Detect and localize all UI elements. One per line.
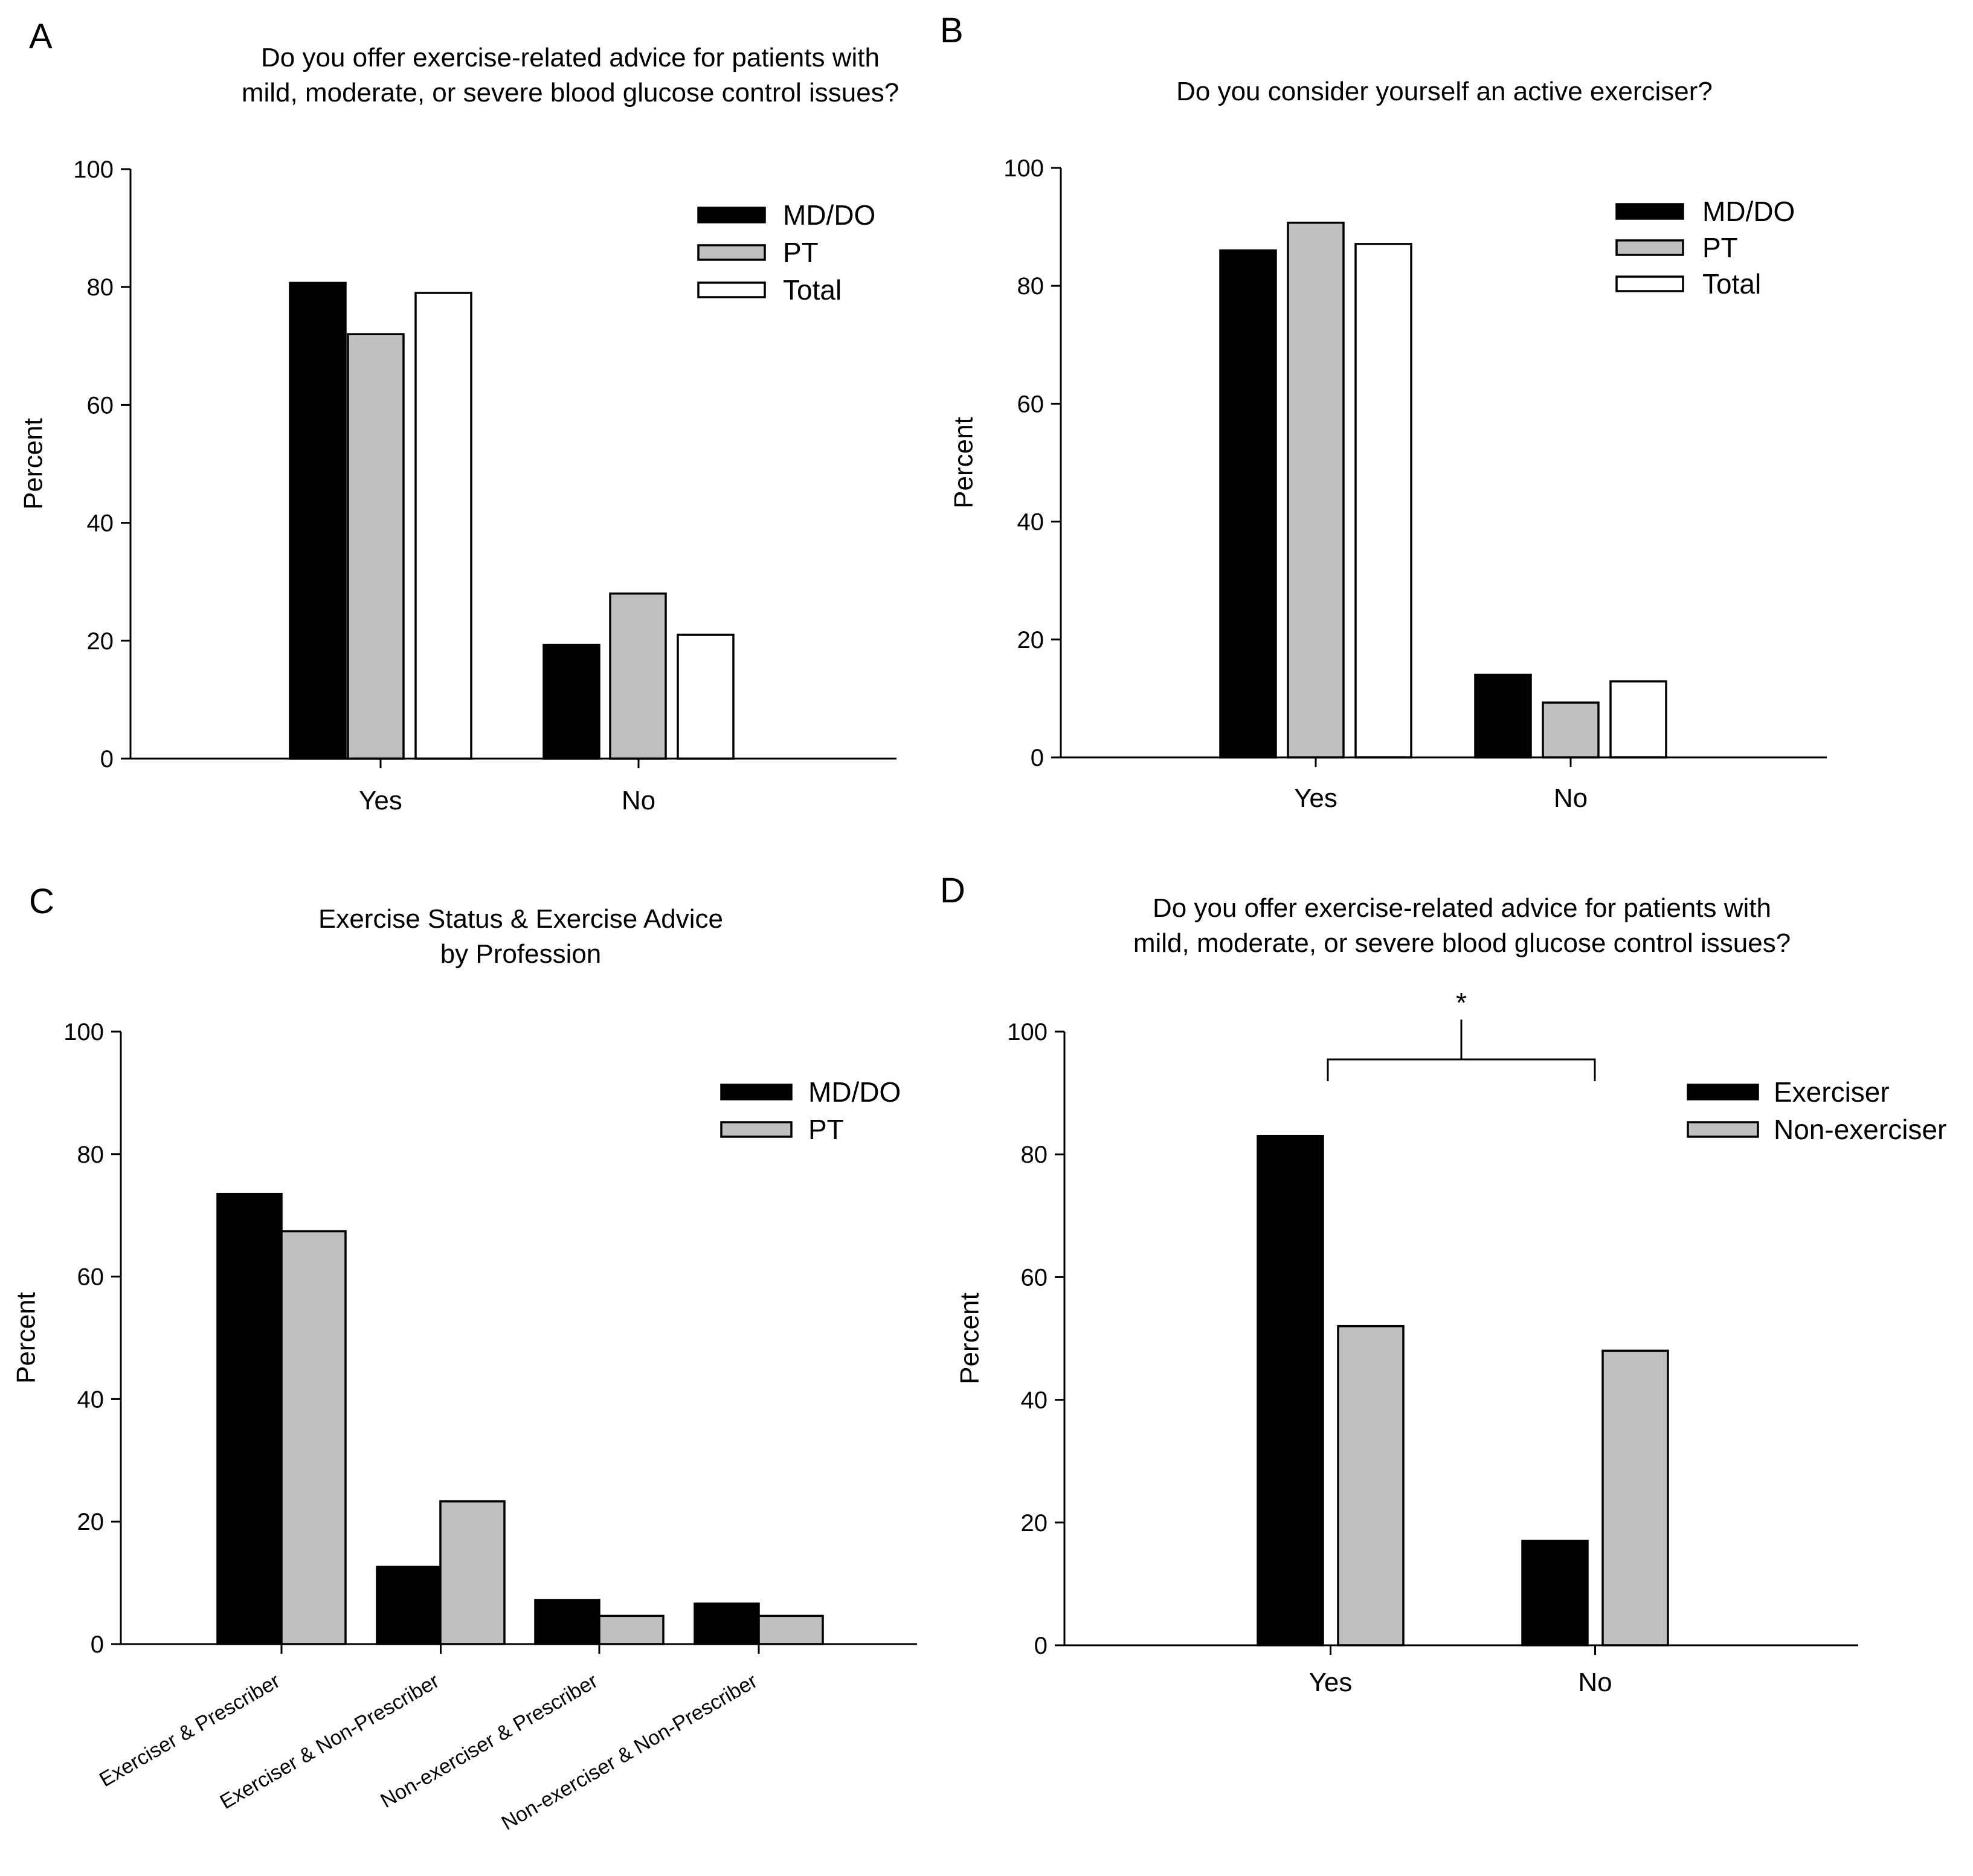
- bar-exerciser: [1521, 1540, 1589, 1646]
- bar-md-do: [694, 1602, 760, 1645]
- bar-pt: [439, 1500, 506, 1645]
- x-tick-label: No: [1578, 1668, 1612, 1697]
- chart-title: Do you consider yourself an active exerc…: [1176, 77, 1713, 106]
- panel-letter: B: [940, 11, 964, 50]
- y-axis-label: Percent: [949, 417, 979, 509]
- legend-swatch: [720, 1121, 793, 1138]
- x-tick-label: Yes: [1294, 783, 1337, 813]
- bar-pt: [1287, 222, 1345, 759]
- bar-pt: [598, 1614, 665, 1645]
- legend-swatch: [697, 244, 766, 261]
- y-tick-label: 0: [100, 746, 114, 773]
- panel-b: B Do you consider yourself an active exer…: [940, 11, 1827, 813]
- bar-non-exerciser: [1601, 1349, 1669, 1646]
- panel-letter: A: [29, 17, 53, 56]
- y-tick-label: 40: [87, 510, 114, 537]
- bar-total: [677, 634, 735, 760]
- x-tick-label: No: [622, 786, 655, 815]
- bar-pt: [609, 592, 667, 760]
- y-tick-label: 60: [1021, 1264, 1048, 1291]
- y-tick-label: 60: [77, 1264, 105, 1291]
- y-tick-label: 60: [1017, 391, 1044, 417]
- bar-non-exerciser: [1337, 1325, 1405, 1646]
- bar-pt: [758, 1614, 824, 1645]
- bar-pt: [347, 333, 405, 760]
- y-tick-label: 0: [91, 1631, 104, 1658]
- legend-label: MD/DO: [1702, 196, 1795, 227]
- x-tick-label: Yes: [1309, 1668, 1353, 1697]
- legend-label: MD/DO: [808, 1076, 901, 1108]
- bar-pt: [280, 1230, 347, 1645]
- legend-swatch: [697, 281, 766, 298]
- y-tick-label: 60: [87, 392, 114, 419]
- bar-total: [414, 292, 472, 760]
- x-tick-label: No: [1554, 783, 1588, 813]
- y-axis-label: Percent: [11, 1292, 41, 1384]
- bar-total: [1609, 680, 1667, 759]
- legend-swatch: [720, 1084, 793, 1100]
- y-axis-label: Percent: [955, 1293, 985, 1384]
- y-tick-label: 100: [73, 156, 114, 183]
- legend-label: PT: [783, 237, 819, 268]
- legend-label: Exerciser: [1774, 1076, 1890, 1108]
- y-tick-label: 0: [1034, 1633, 1048, 1659]
- chart-title: mild, moderate, or severe blood glucose …: [1133, 928, 1791, 958]
- y-tick-label: 80: [87, 274, 114, 301]
- legend-label: MD/DO: [783, 199, 875, 231]
- y-tick-label: 80: [77, 1142, 105, 1168]
- y-tick-label: 80: [1017, 273, 1044, 300]
- y-tick-label: 20: [87, 628, 114, 655]
- chart-title: mild, moderate, or severe blood glucose …: [242, 78, 899, 108]
- legend-label: Total: [1702, 268, 1761, 300]
- y-tick-label: 20: [77, 1509, 105, 1535]
- x-tick-label: Yes: [359, 786, 402, 815]
- legend-swatch: [1687, 1121, 1759, 1138]
- significance-marker: *: [1456, 987, 1467, 1018]
- bar-md-do: [534, 1599, 600, 1645]
- bar-md-do: [216, 1192, 283, 1645]
- y-tick-label: 80: [1021, 1142, 1048, 1168]
- legend-label: Non-exerciser: [1774, 1114, 1946, 1145]
- y-tick-label: 40: [1017, 509, 1044, 536]
- y-axis-label: Percent: [19, 418, 48, 510]
- y-tick-label: 40: [1021, 1387, 1048, 1414]
- chart-title: Exercise Status & Exercise Advice: [318, 904, 723, 934]
- legend-label: Total: [783, 274, 842, 306]
- panel-a: A Do you offer exercise-related advice fo…: [19, 17, 900, 815]
- legend-swatch: [1615, 239, 1684, 256]
- bar-md-do: [1219, 249, 1277, 759]
- panel-letter: D: [940, 871, 965, 910]
- legend-swatch: [697, 207, 766, 223]
- panel-c: C Exercise Status & Exercise Advice by Pro…: [11, 882, 917, 1835]
- bar-md-do: [542, 643, 600, 760]
- legend-swatch: [1687, 1084, 1759, 1100]
- legend-swatch: [1615, 203, 1684, 220]
- y-tick-label: 100: [1003, 155, 1044, 182]
- chart-title: by Profession: [440, 939, 602, 969]
- legend-swatch: [1615, 275, 1684, 292]
- y-tick-label: 20: [1021, 1510, 1048, 1537]
- y-tick-label: 20: [1017, 627, 1044, 654]
- x-tick-label: Non-exerciser & Non-Prescriber: [498, 1669, 761, 1835]
- legend-label: PT: [1702, 232, 1738, 263]
- bar-pt: [1542, 701, 1600, 759]
- y-tick-label: 0: [1031, 745, 1044, 771]
- y-tick-label: 40: [77, 1386, 105, 1413]
- bar-md-do: [376, 1566, 442, 1645]
- significance-bracket: [1327, 1058, 1596, 1081]
- panel-letter: C: [29, 882, 54, 921]
- y-tick-label: 100: [1007, 1019, 1048, 1046]
- bar-total: [1354, 243, 1412, 759]
- y-tick-label: 100: [63, 1019, 104, 1046]
- legend-label: PT: [808, 1114, 844, 1145]
- bar-md-do: [1474, 673, 1532, 759]
- bar-exerciser: [1257, 1134, 1324, 1646]
- chart-title: Do you offer exercise-related advice for…: [1153, 893, 1771, 923]
- panel-d: D Do you offer exercise-related advice fo…: [940, 871, 1946, 1697]
- chart-title: Do you offer exercise-related advice for…: [261, 43, 880, 72]
- bar-md-do: [289, 281, 347, 760]
